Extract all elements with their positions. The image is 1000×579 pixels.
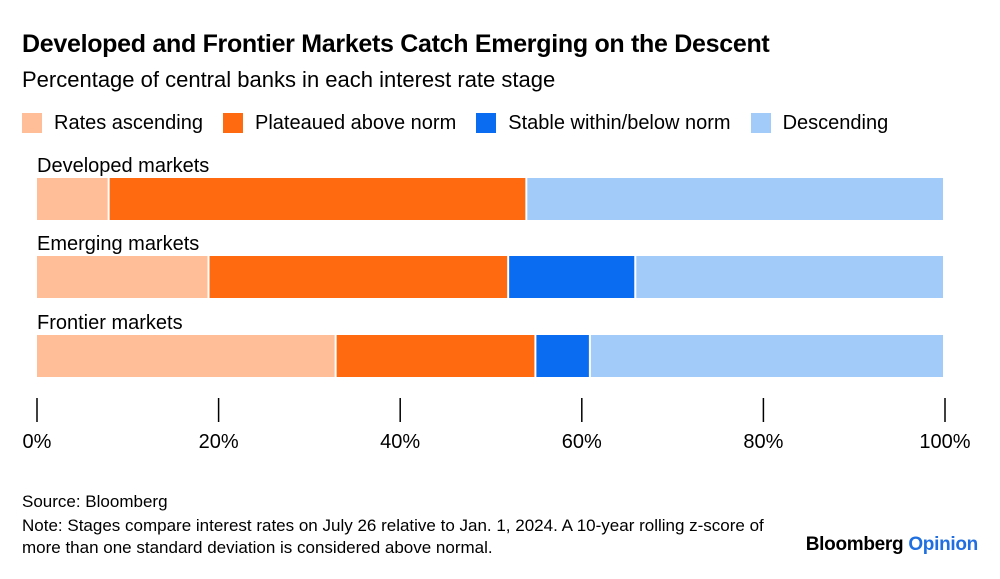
legend-label-rates-ascending: Rates ascending xyxy=(54,111,203,134)
x-tick-label: 40% xyxy=(380,431,420,453)
x-tick-label: 0% xyxy=(23,431,52,453)
x-tick-label: 80% xyxy=(743,431,783,453)
bar-emerging-markets-plateaued-above-norm xyxy=(209,256,508,298)
legend: Rates ascending Plateaued above norm Sta… xyxy=(22,110,908,136)
legend-swatch-plateaued xyxy=(222,113,243,133)
bar-frontier-markets-stable-within-below-norm xyxy=(536,335,589,377)
bar-developed-markets-descending xyxy=(527,178,943,220)
x-tick-label: 100% xyxy=(919,431,970,453)
bar-developed-markets-rates-ascending xyxy=(37,178,108,220)
chart-subtitle: Percentage of central banks in each inte… xyxy=(22,67,556,92)
bar-frontier-markets-plateaued-above-norm xyxy=(336,335,535,377)
legend-label-stable: Stable within/below norm xyxy=(508,111,731,134)
legend-item-descending: Descending xyxy=(750,111,889,135)
legend-swatch-stable xyxy=(476,113,497,133)
legend-swatch-descending xyxy=(750,113,771,133)
bloomberg-opinion-logo: Bloomberg Opinion xyxy=(805,534,979,556)
x-tick-label: 20% xyxy=(199,431,239,453)
category-label-developed-markets: Developed markets xyxy=(37,155,209,177)
chart-title: Developed and Frontier Markets Catch Eme… xyxy=(22,30,770,58)
legend-item-plateaued: Plateaued above norm xyxy=(222,111,457,135)
brand-name: Bloomberg xyxy=(805,534,904,555)
brand-suffix: Opinion xyxy=(908,534,978,555)
source-text: Source: Bloomberg xyxy=(22,492,168,511)
stacked-bar-chart: Developed markets Emerging markets Frontie… xyxy=(23,155,971,453)
category-label-frontier-markets: Frontier markets xyxy=(37,312,183,334)
bar-emerging-markets-descending xyxy=(636,256,943,298)
legend-item-rates-ascending: Rates ascending xyxy=(22,112,203,135)
legend-label-descending: Descending xyxy=(782,111,889,134)
bar-developed-markets-plateaued-above-norm xyxy=(109,178,526,220)
bar-emerging-markets-stable-within-below-norm xyxy=(509,256,635,298)
category-label-emerging-markets: Emerging markets xyxy=(37,233,199,255)
note-text: Note: Stages compare interest rates on J… xyxy=(22,516,764,557)
bar-emerging-markets-rates-ascending xyxy=(37,256,208,298)
bar-frontier-markets-descending xyxy=(590,335,943,377)
bar-frontier-markets-rates-ascending xyxy=(37,335,335,377)
x-tick-label: 60% xyxy=(562,431,602,453)
legend-label-plateaued: Plateaued above norm xyxy=(254,111,457,134)
legend-item-stable: Stable within/below norm xyxy=(476,111,731,135)
legend-swatch-rates-ascending xyxy=(22,113,42,133)
